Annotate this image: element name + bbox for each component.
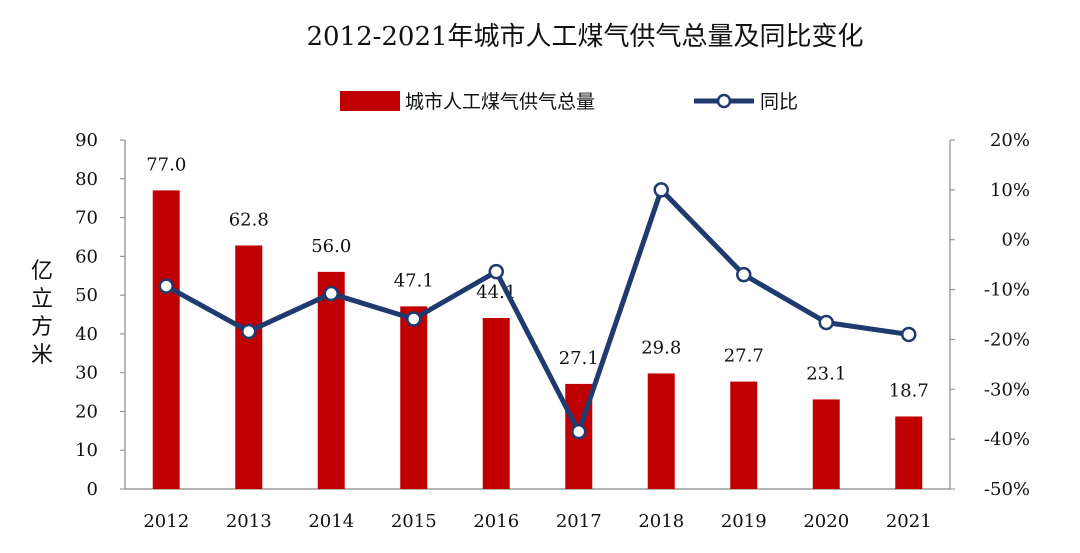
chart-title: 2012-2021年城市人工煤气供气总量及同比变化 xyxy=(306,22,863,52)
y2-tick-label: -10% xyxy=(984,280,1030,301)
line-point xyxy=(818,314,834,331)
y-tick-label: 30 xyxy=(75,363,98,384)
x-tick-label: 2017 xyxy=(556,511,602,532)
legend-bar-label: 城市人工煤气供气总量 xyxy=(405,91,595,113)
bars xyxy=(152,190,923,489)
x-tick-label: 2018 xyxy=(638,511,684,532)
line-point xyxy=(488,263,504,280)
x-tick-label: 2014 xyxy=(308,511,354,532)
x-tick-label: 2015 xyxy=(391,511,437,532)
y-axis-label-char-3: 方 xyxy=(31,315,53,340)
line-point xyxy=(406,311,422,327)
y-tick-label: 90 xyxy=(75,130,98,151)
legend-line-marker xyxy=(716,93,732,109)
line-series xyxy=(158,182,917,440)
bar xyxy=(482,317,510,489)
y2-tick-label: 10% xyxy=(990,180,1030,201)
line-point xyxy=(901,326,917,343)
y2-tick-label: -50% xyxy=(984,479,1030,500)
y2-tick-label: -30% xyxy=(984,379,1030,400)
bar-value-label: 27.1 xyxy=(559,348,599,369)
y2-tick-label: 0% xyxy=(1001,230,1030,251)
bar-value-label: 47.1 xyxy=(394,270,434,291)
bar xyxy=(895,416,923,489)
x-tick-label: 2019 xyxy=(721,511,767,532)
bar xyxy=(730,381,758,489)
x-tick-label: 2016 xyxy=(473,511,519,532)
legend-line-label: 同比 xyxy=(760,91,798,113)
bar xyxy=(812,399,840,489)
y-tick-label: 60 xyxy=(75,246,98,267)
y-tick-label: 40 xyxy=(75,324,98,345)
y2-tick-labels: -50% -40% -30% -20% -10% 0% 10% 20% xyxy=(984,130,1030,500)
bar xyxy=(152,190,180,489)
line-point xyxy=(323,285,339,302)
bar-value-label: 23.1 xyxy=(806,363,846,384)
x-tick-label: 2012 xyxy=(143,511,189,532)
y-tick-labels: 0 10 20 30 40 50 60 70 80 90 xyxy=(75,130,98,500)
legend: 城市人工煤气供气总量 同比 xyxy=(340,91,798,113)
line-point xyxy=(736,266,752,283)
y-tick-label: 70 xyxy=(75,208,98,229)
legend-bar-swatch xyxy=(340,91,400,111)
bar-value-label: 56.0 xyxy=(311,236,351,257)
y2-tick-label: 20% xyxy=(990,130,1030,151)
bar-labels: 77.062.856.047.144.127.1 29.8 27.723.118.7 xyxy=(146,154,929,401)
bar-value-label: 77.0 xyxy=(146,154,186,175)
y-axis-label-char-1: 亿 xyxy=(31,259,53,284)
y-tick-label: 0 xyxy=(87,479,98,500)
bar-value-label: 18.7 xyxy=(889,380,929,401)
y-tick-label: 10 xyxy=(75,440,98,461)
bar-value-label: 62.8 xyxy=(229,209,269,230)
x-tick-label: 2021 xyxy=(886,511,932,532)
x-tick-labels: 2012 2013 2014 2015 2016 2017 2018 2019 2020 2021 xyxy=(143,511,931,532)
y-axis-label-char-2: 立 xyxy=(31,287,53,312)
y-tick-label: 20 xyxy=(75,401,98,422)
x-tick-label: 2013 xyxy=(226,511,272,532)
bar xyxy=(317,271,345,489)
line-point xyxy=(158,278,174,294)
bar xyxy=(400,306,428,489)
bar xyxy=(647,373,675,489)
bar xyxy=(235,245,263,489)
y-axis-label-char-4: 米 xyxy=(31,343,53,368)
y2-tick-label: -40% xyxy=(984,429,1030,450)
y-tick-label: 80 xyxy=(75,169,98,190)
line-point xyxy=(241,323,257,340)
y2-tick-label: -20% xyxy=(984,329,1030,350)
line-point xyxy=(653,182,669,198)
line-path xyxy=(165,187,910,435)
bar-value-label: 27.7 xyxy=(724,346,764,367)
x-tick-label: 2020 xyxy=(803,511,849,532)
axes xyxy=(120,139,955,490)
bar-value-label: 29.8 xyxy=(641,337,681,358)
y-tick-label: 50 xyxy=(75,285,98,306)
line-point xyxy=(571,423,587,440)
